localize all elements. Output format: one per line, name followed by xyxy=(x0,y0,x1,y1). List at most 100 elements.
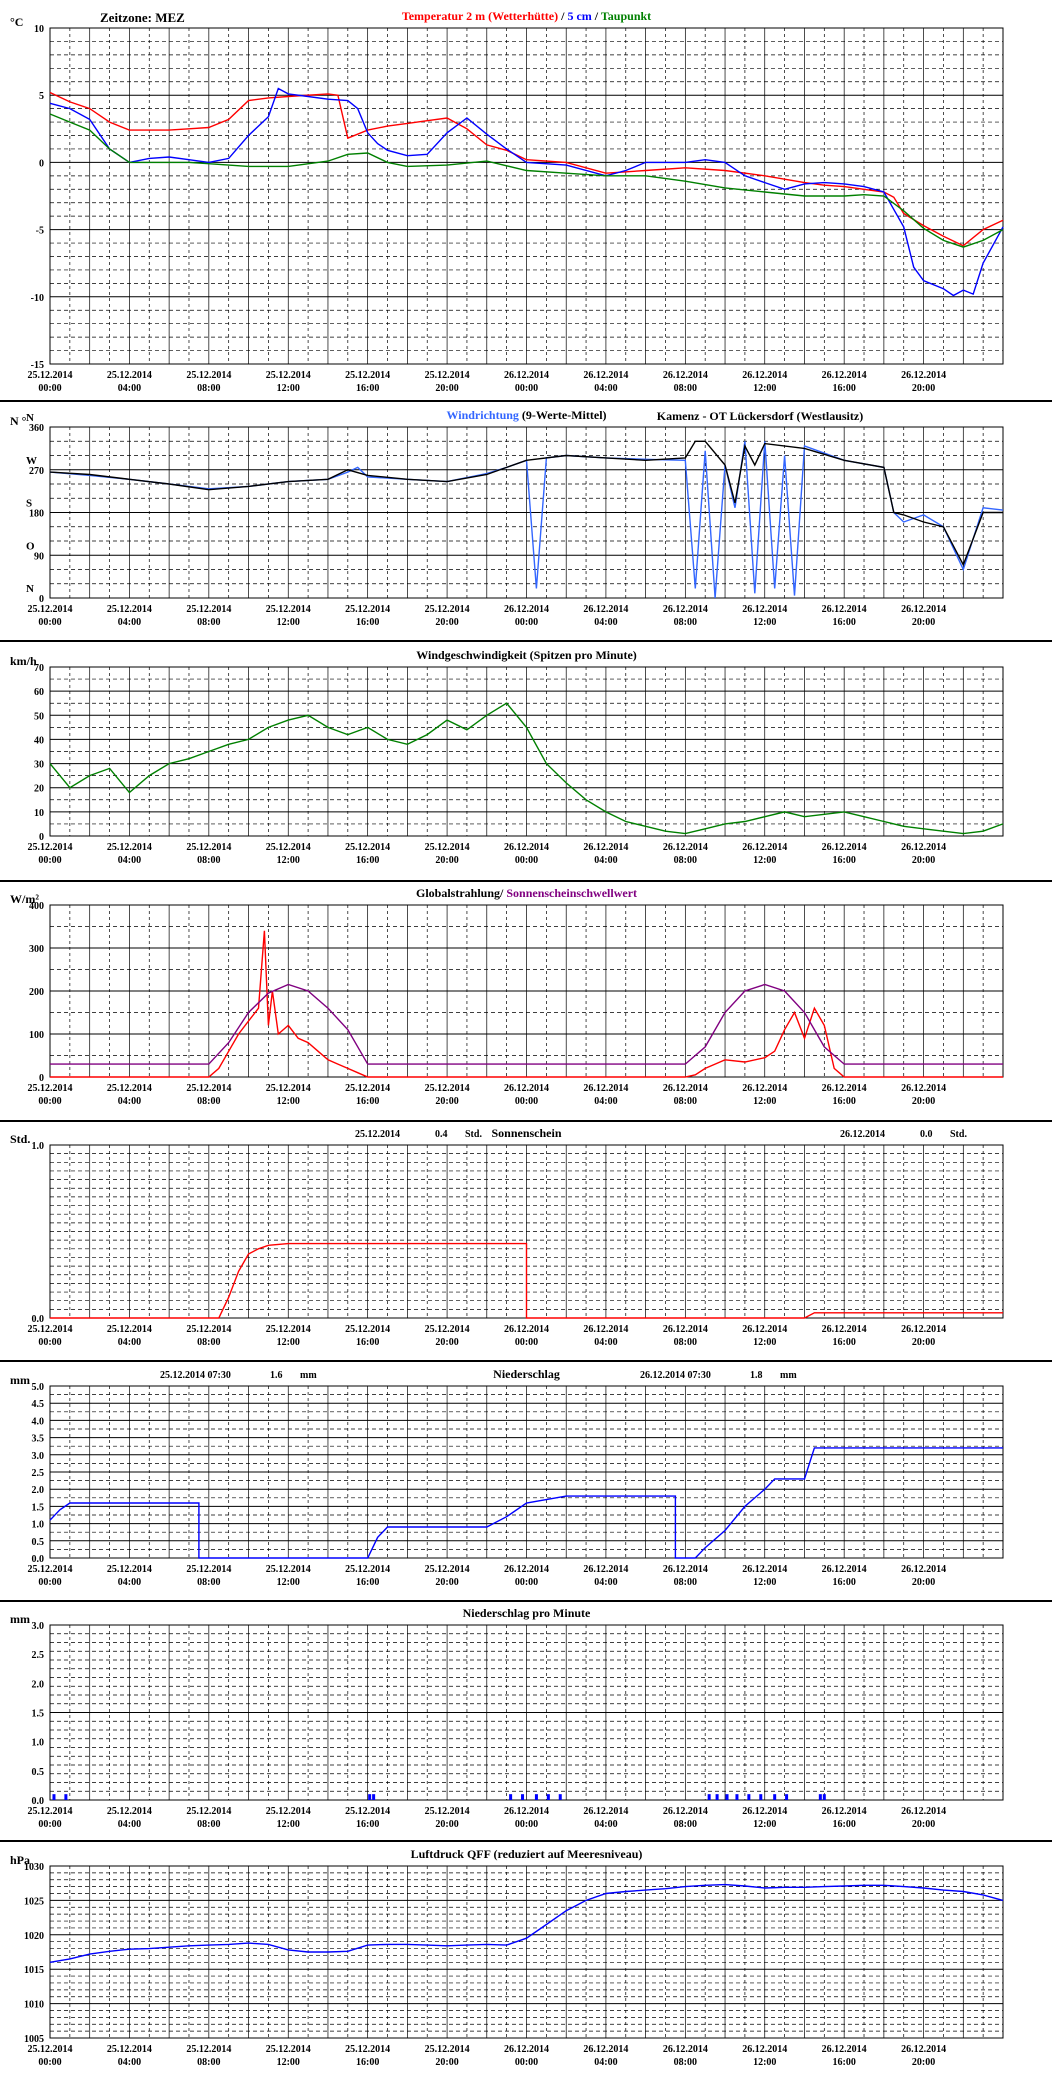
y-tick-label: 1.0 xyxy=(32,1141,45,1152)
x-tick-date: 25.12.2014 xyxy=(425,1564,470,1575)
x-tick-date: 25.12.2014 xyxy=(28,2044,73,2055)
y-tick-label: 5 xyxy=(39,91,44,102)
x-tick-date: 25.12.2014 xyxy=(107,1324,152,1335)
x-tick-time: 20:00 xyxy=(435,383,458,394)
x-tick-date: 26.12.2014 xyxy=(901,1564,946,1575)
precip-bar xyxy=(773,1794,777,1800)
x-tick-time: 00:00 xyxy=(38,1577,61,1588)
y-tick-label: 40 xyxy=(34,735,44,746)
chart-title: Niederschlag xyxy=(493,1367,560,1381)
y-tick-label: -10 xyxy=(31,293,44,304)
chart-title-part: Niederschlag xyxy=(493,1367,560,1381)
x-tick-date: 26.12.2014 xyxy=(822,2044,867,2055)
x-tick-date: 25.12.2014 xyxy=(186,1083,231,1094)
x-tick-time: 12:00 xyxy=(753,617,776,628)
unit-label: mm xyxy=(10,1373,30,1387)
summary-date: 26.12.2014 07:30 xyxy=(640,1370,711,1381)
x-tick-date: 26.12.2014 xyxy=(822,370,867,381)
x-tick-date: 26.12.2014 xyxy=(583,604,628,615)
x-tick-time: 20:00 xyxy=(912,1096,935,1107)
x-tick-time: 04:00 xyxy=(118,383,141,394)
unit-label: mm xyxy=(10,1612,30,1626)
x-tick-time: 04:00 xyxy=(594,617,617,628)
unit-label: W/m² xyxy=(10,892,39,906)
panel-divider xyxy=(0,1120,1052,1122)
x-tick-date: 26.12.2014 xyxy=(504,370,549,381)
x-tick-date: 26.12.2014 xyxy=(901,1806,946,1817)
x-tick-date: 25.12.2014 xyxy=(107,604,152,615)
y-tick-label: 100 xyxy=(29,1030,44,1041)
x-tick-time: 20:00 xyxy=(912,383,935,394)
x-tick-date: 26.12.2014 xyxy=(822,1324,867,1335)
x-tick-time: 04:00 xyxy=(118,1096,141,1107)
x-tick-time: 12:00 xyxy=(277,2057,300,2068)
unit-label: hPa xyxy=(10,1853,30,1867)
chart-temperature: 10 5 0 -5 -10 -15 °C 25.12.2014 00:00 25.12.2014 0… xyxy=(10,9,1004,394)
x-tick-date: 26.12.2014 xyxy=(901,370,946,381)
x-tick-time: 04:00 xyxy=(118,1337,141,1348)
series-line xyxy=(50,1242,1003,1319)
precip-bar xyxy=(372,1794,376,1800)
x-tick-time: 08:00 xyxy=(674,1096,697,1107)
x-tick-time: 04:00 xyxy=(594,1337,617,1348)
direction-label: N xyxy=(26,583,34,595)
x-tick-time: 08:00 xyxy=(674,617,697,628)
y-tick-label: 30 xyxy=(34,760,44,771)
x-tick-date: 26.12.2014 xyxy=(663,2044,708,2055)
y-tick-label: 3.5 xyxy=(32,1434,45,1445)
unit-label: km/h xyxy=(10,654,37,668)
chart-title: Windrichtung (9-Werte-Mittel) xyxy=(446,408,606,422)
x-tick-time: 12:00 xyxy=(753,1819,776,1830)
y-tick-label: 3.0 xyxy=(32,1451,45,1462)
x-tick-time: 04:00 xyxy=(594,383,617,394)
station-label: Kamenz - OT Lückersdorf (Westlausitz) xyxy=(657,409,863,423)
series-line xyxy=(49,87,1004,297)
unit-label: Std. xyxy=(10,1132,30,1146)
x-tick-time: 12:00 xyxy=(753,855,776,866)
x-tick-time: 08:00 xyxy=(197,1577,220,1588)
y-tick-label: -5 xyxy=(36,226,44,237)
x-tick-time: 12:00 xyxy=(277,1337,300,1348)
summary-date: 25.12.2014 07:30 xyxy=(160,1370,231,1381)
chart-title-part: / xyxy=(558,9,567,23)
series-line xyxy=(49,440,1003,567)
x-tick-date: 26.12.2014 xyxy=(504,604,549,615)
precip-bar xyxy=(715,1794,719,1800)
x-tick-time: 00:00 xyxy=(515,1819,538,1830)
y-tick-label: 1.0 xyxy=(32,1520,45,1531)
x-tick-date: 26.12.2014 xyxy=(822,842,867,853)
chart-title-part: 5 cm xyxy=(567,9,591,23)
x-tick-date: 25.12.2014 xyxy=(425,604,470,615)
x-tick-date: 26.12.2014 xyxy=(504,1083,549,1094)
y-tick-label: 2.0 xyxy=(32,1485,45,1496)
panel-divider xyxy=(0,400,1052,402)
x-tick-date: 26.12.2014 xyxy=(742,370,787,381)
x-tick-date: 25.12.2014 xyxy=(425,1806,470,1817)
precip-bar xyxy=(534,1794,538,1800)
precip-bar xyxy=(759,1794,763,1800)
x-tick-date: 25.12.2014 xyxy=(186,2044,231,2055)
x-tick-date: 25.12.2014 xyxy=(266,370,311,381)
x-tick-time: 20:00 xyxy=(912,1337,935,1348)
y-tick-label: 360 xyxy=(29,423,44,434)
x-tick-time: 00:00 xyxy=(515,383,538,394)
precip-bar xyxy=(818,1794,822,1800)
summary-value: 1.6 xyxy=(270,1370,283,1381)
y-tick-label: 60 xyxy=(34,687,44,698)
summary-unit: mm xyxy=(780,1370,797,1381)
summary-unit: Std. xyxy=(950,1129,967,1140)
y-tick-label: 1020 xyxy=(24,1931,44,1942)
direction-label: S xyxy=(26,498,32,510)
x-tick-date: 26.12.2014 xyxy=(742,1564,787,1575)
x-tick-date: 25.12.2014 xyxy=(266,604,311,615)
x-tick-date: 26.12.2014 xyxy=(504,842,549,853)
x-tick-time: 16:00 xyxy=(832,855,855,866)
x-tick-date: 26.12.2014 xyxy=(663,1564,708,1575)
x-tick-date: 25.12.2014 xyxy=(425,2044,470,2055)
x-tick-date: 26.12.2014 xyxy=(663,1806,708,1817)
series-line xyxy=(50,930,1003,1078)
x-tick-time: 16:00 xyxy=(832,383,855,394)
